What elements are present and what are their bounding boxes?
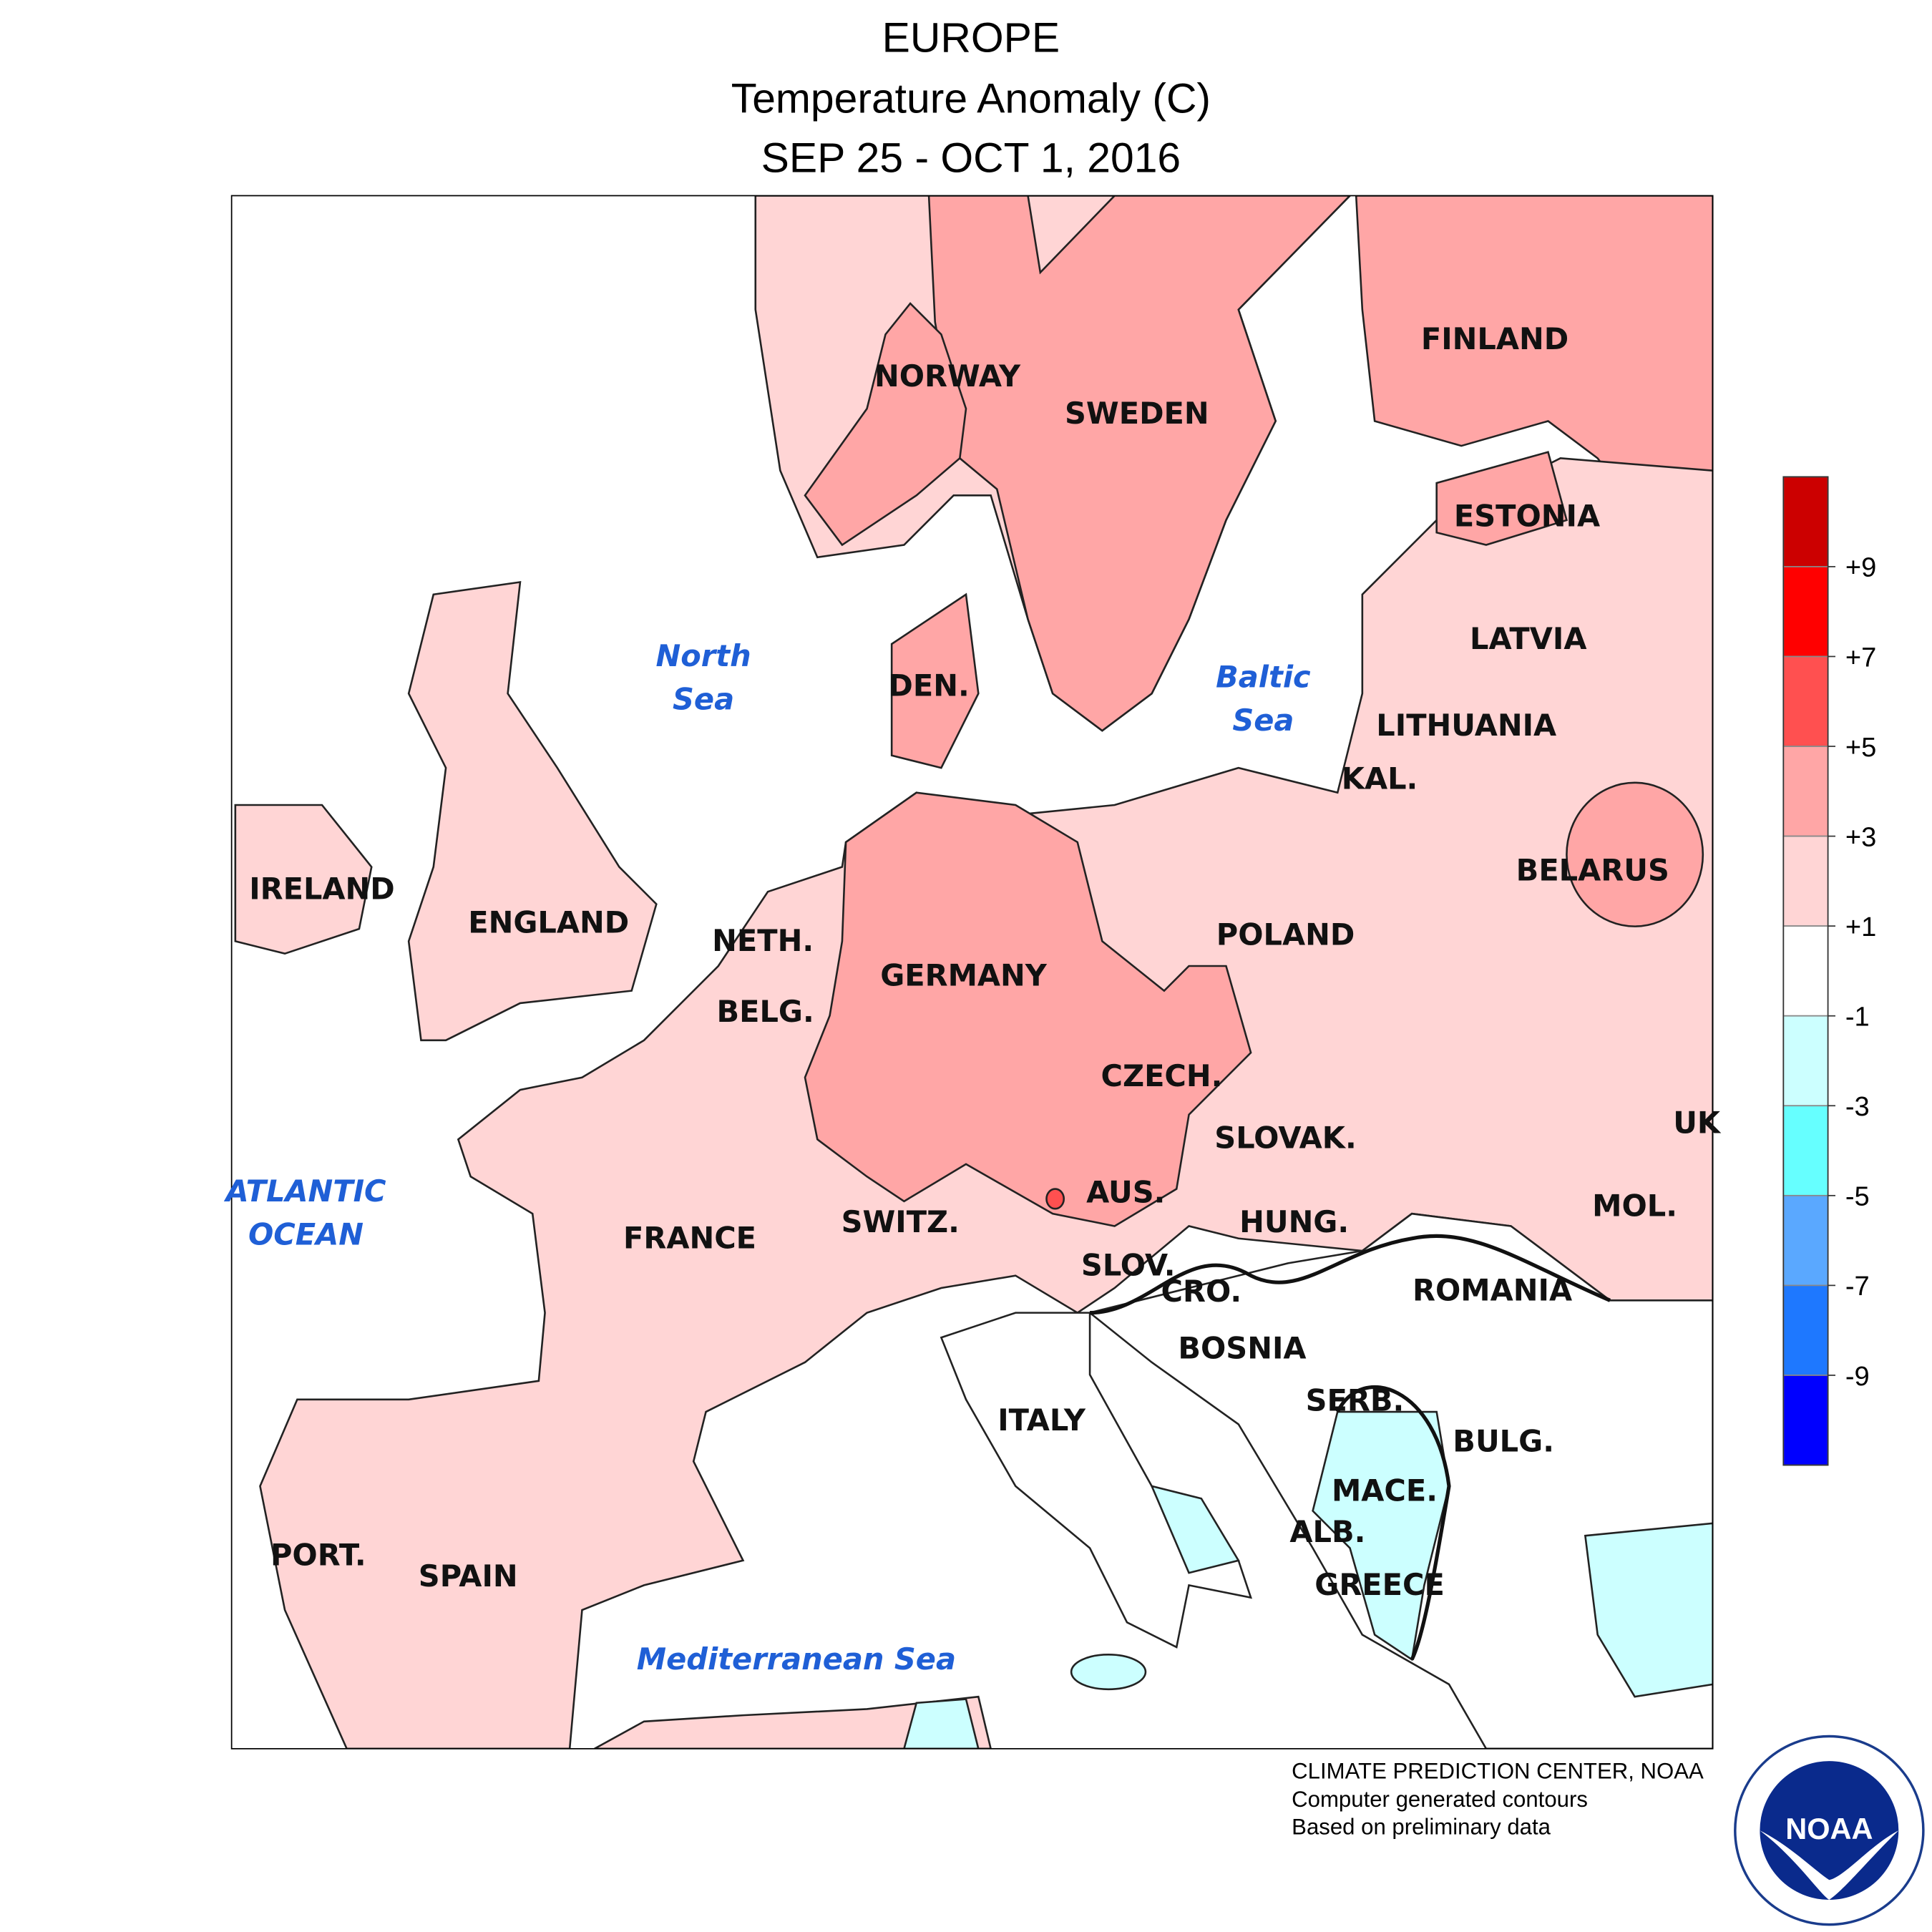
colorbar-label: -5 <box>1845 1182 1870 1212</box>
sicily-cool <box>1070 1654 1147 1691</box>
country-label: PORT. <box>270 1538 366 1573</box>
britain <box>407 580 658 1042</box>
colorbar-frame <box>1782 476 1829 1466</box>
colorbar-label: +1 <box>1845 912 1876 942</box>
logo-text: NOAA <box>1785 1812 1873 1845</box>
colorbar-segment <box>1782 566 1829 658</box>
country-label: GREECE <box>1314 1567 1445 1602</box>
country-label: DEN. <box>888 668 969 703</box>
ireland <box>234 804 373 955</box>
footer-text: CLIMATE PREDICTION CENTER, NOAA <box>1292 1758 1704 1783</box>
colorbar-segment <box>1782 655 1829 747</box>
colorbar-segment <box>1782 1194 1829 1287</box>
sea-label: Sea <box>1232 703 1294 738</box>
colorbar-label: -9 <box>1845 1362 1870 1392</box>
country-label: SLOVAK. <box>1214 1120 1356 1155</box>
country-label: POLAND <box>1216 917 1355 952</box>
colorbar-label: -1 <box>1845 1002 1870 1033</box>
country-label: FRANCE <box>623 1221 756 1256</box>
date: SEP 25 - OCT 1, 2016 <box>761 135 1181 182</box>
contour <box>1090 1234 1611 1315</box>
noaa-logo: NOAA <box>1734 1735 1925 1926</box>
africa-cool <box>903 1698 980 1749</box>
country-label: NETH. <box>712 923 814 958</box>
colorbar-segment <box>1782 1375 1829 1466</box>
country-label: MOL. <box>1592 1189 1677 1224</box>
sea-label: OCEAN <box>248 1216 364 1252</box>
colorbar-segment <box>1782 476 1829 567</box>
africa <box>594 1695 992 1749</box>
colorbar-label: +5 <box>1845 733 1876 763</box>
title: EUROPE <box>882 15 1060 62</box>
sea-label: ATLANTIC <box>223 1174 386 1209</box>
colorbar-segment <box>1782 835 1829 927</box>
colorbar-label: -7 <box>1845 1272 1870 1302</box>
austria-hot <box>1045 1188 1065 1210</box>
colorbar-segment <box>1782 925 1829 1017</box>
sweden-warm <box>927 195 1352 732</box>
belarus-warm <box>1566 781 1704 927</box>
country-label: LATVIA <box>1470 621 1586 656</box>
colorbar-segment <box>1782 1284 1829 1376</box>
turkey-cool <box>1584 1522 1713 1698</box>
country-label: CZECH. <box>1101 1058 1223 1093</box>
denmark-warm <box>890 592 980 769</box>
country-label: SWEDEN <box>1065 396 1209 431</box>
country-label: GERMANY <box>880 958 1048 993</box>
country-labels: NORWAY SWEDEN FINLAND ESTONIA LATVIA LIT… <box>249 321 1722 1602</box>
country-label: ALB. <box>1289 1514 1365 1549</box>
colorbar-segment <box>1782 746 1829 837</box>
country-label: SERB. <box>1306 1382 1405 1418</box>
country-label: MACE. <box>1332 1473 1438 1508</box>
sea-label: North <box>655 638 751 673</box>
country-label: UK <box>1673 1106 1722 1141</box>
country-label: LITHUANIA <box>1376 708 1556 743</box>
country-label: AUS. <box>1086 1175 1165 1210</box>
country-label: BELARUS <box>1516 853 1669 888</box>
sea-labels: North Sea Baltic Sea ATLANTIC OCEAN Medi… <box>223 638 1311 1677</box>
footer-text: Based on preliminary data <box>1292 1814 1551 1839</box>
country-label: FINLAND <box>1421 321 1568 356</box>
estonia-warm <box>1435 451 1568 546</box>
finland-warm <box>1355 195 1713 509</box>
germany-warm <box>804 791 1252 1227</box>
country-label: KAL. <box>1342 761 1418 796</box>
country-label: IRELAND <box>249 872 395 907</box>
country-label: SPAIN <box>419 1558 518 1594</box>
country-label: BULG. <box>1453 1423 1554 1458</box>
country-label: CRO. <box>1161 1274 1242 1309</box>
country-label: ROMANIA <box>1413 1272 1572 1307</box>
country-label: ESTONIA <box>1454 499 1600 534</box>
map-frame <box>230 195 1714 1750</box>
sea-label: Mediterranean Sea <box>637 1641 956 1677</box>
country-label: ITALY <box>997 1402 1086 1438</box>
logo-gull <box>1760 1830 1899 1900</box>
colorbar-label: +7 <box>1845 643 1876 673</box>
country-label: BOSNIA <box>1178 1331 1306 1366</box>
country-label: BELG. <box>716 994 814 1029</box>
colorbar-segment <box>1782 1105 1829 1196</box>
sea-label: Baltic <box>1216 660 1311 695</box>
colorbar-label: -3 <box>1845 1092 1870 1122</box>
country-label: ENGLAND <box>468 904 629 940</box>
map-area <box>230 195 1714 1750</box>
country-label: HUNG. <box>1239 1204 1349 1239</box>
colorbar: +9 +7 +5 +3 +1 -1 -3 -5 -7 -9 <box>1782 476 1876 1466</box>
norway-warm <box>804 302 967 547</box>
colorbar-label: +3 <box>1845 822 1876 852</box>
country-label: SWITZ. <box>841 1204 960 1239</box>
italy <box>940 1312 1253 1649</box>
colorbar-label: +9 <box>1845 553 1876 583</box>
subtitle: Temperature Anomaly (C) <box>731 75 1211 122</box>
country-label: NORWAY <box>874 358 1021 394</box>
footer-text: Computer generated contours <box>1292 1787 1588 1812</box>
colorbar-segment <box>1782 1015 1829 1107</box>
contour <box>1335 1385 1451 1661</box>
country-label: SLOV. <box>1081 1248 1176 1283</box>
sea-label: Sea <box>673 682 734 717</box>
italy-cool <box>1150 1485 1240 1574</box>
